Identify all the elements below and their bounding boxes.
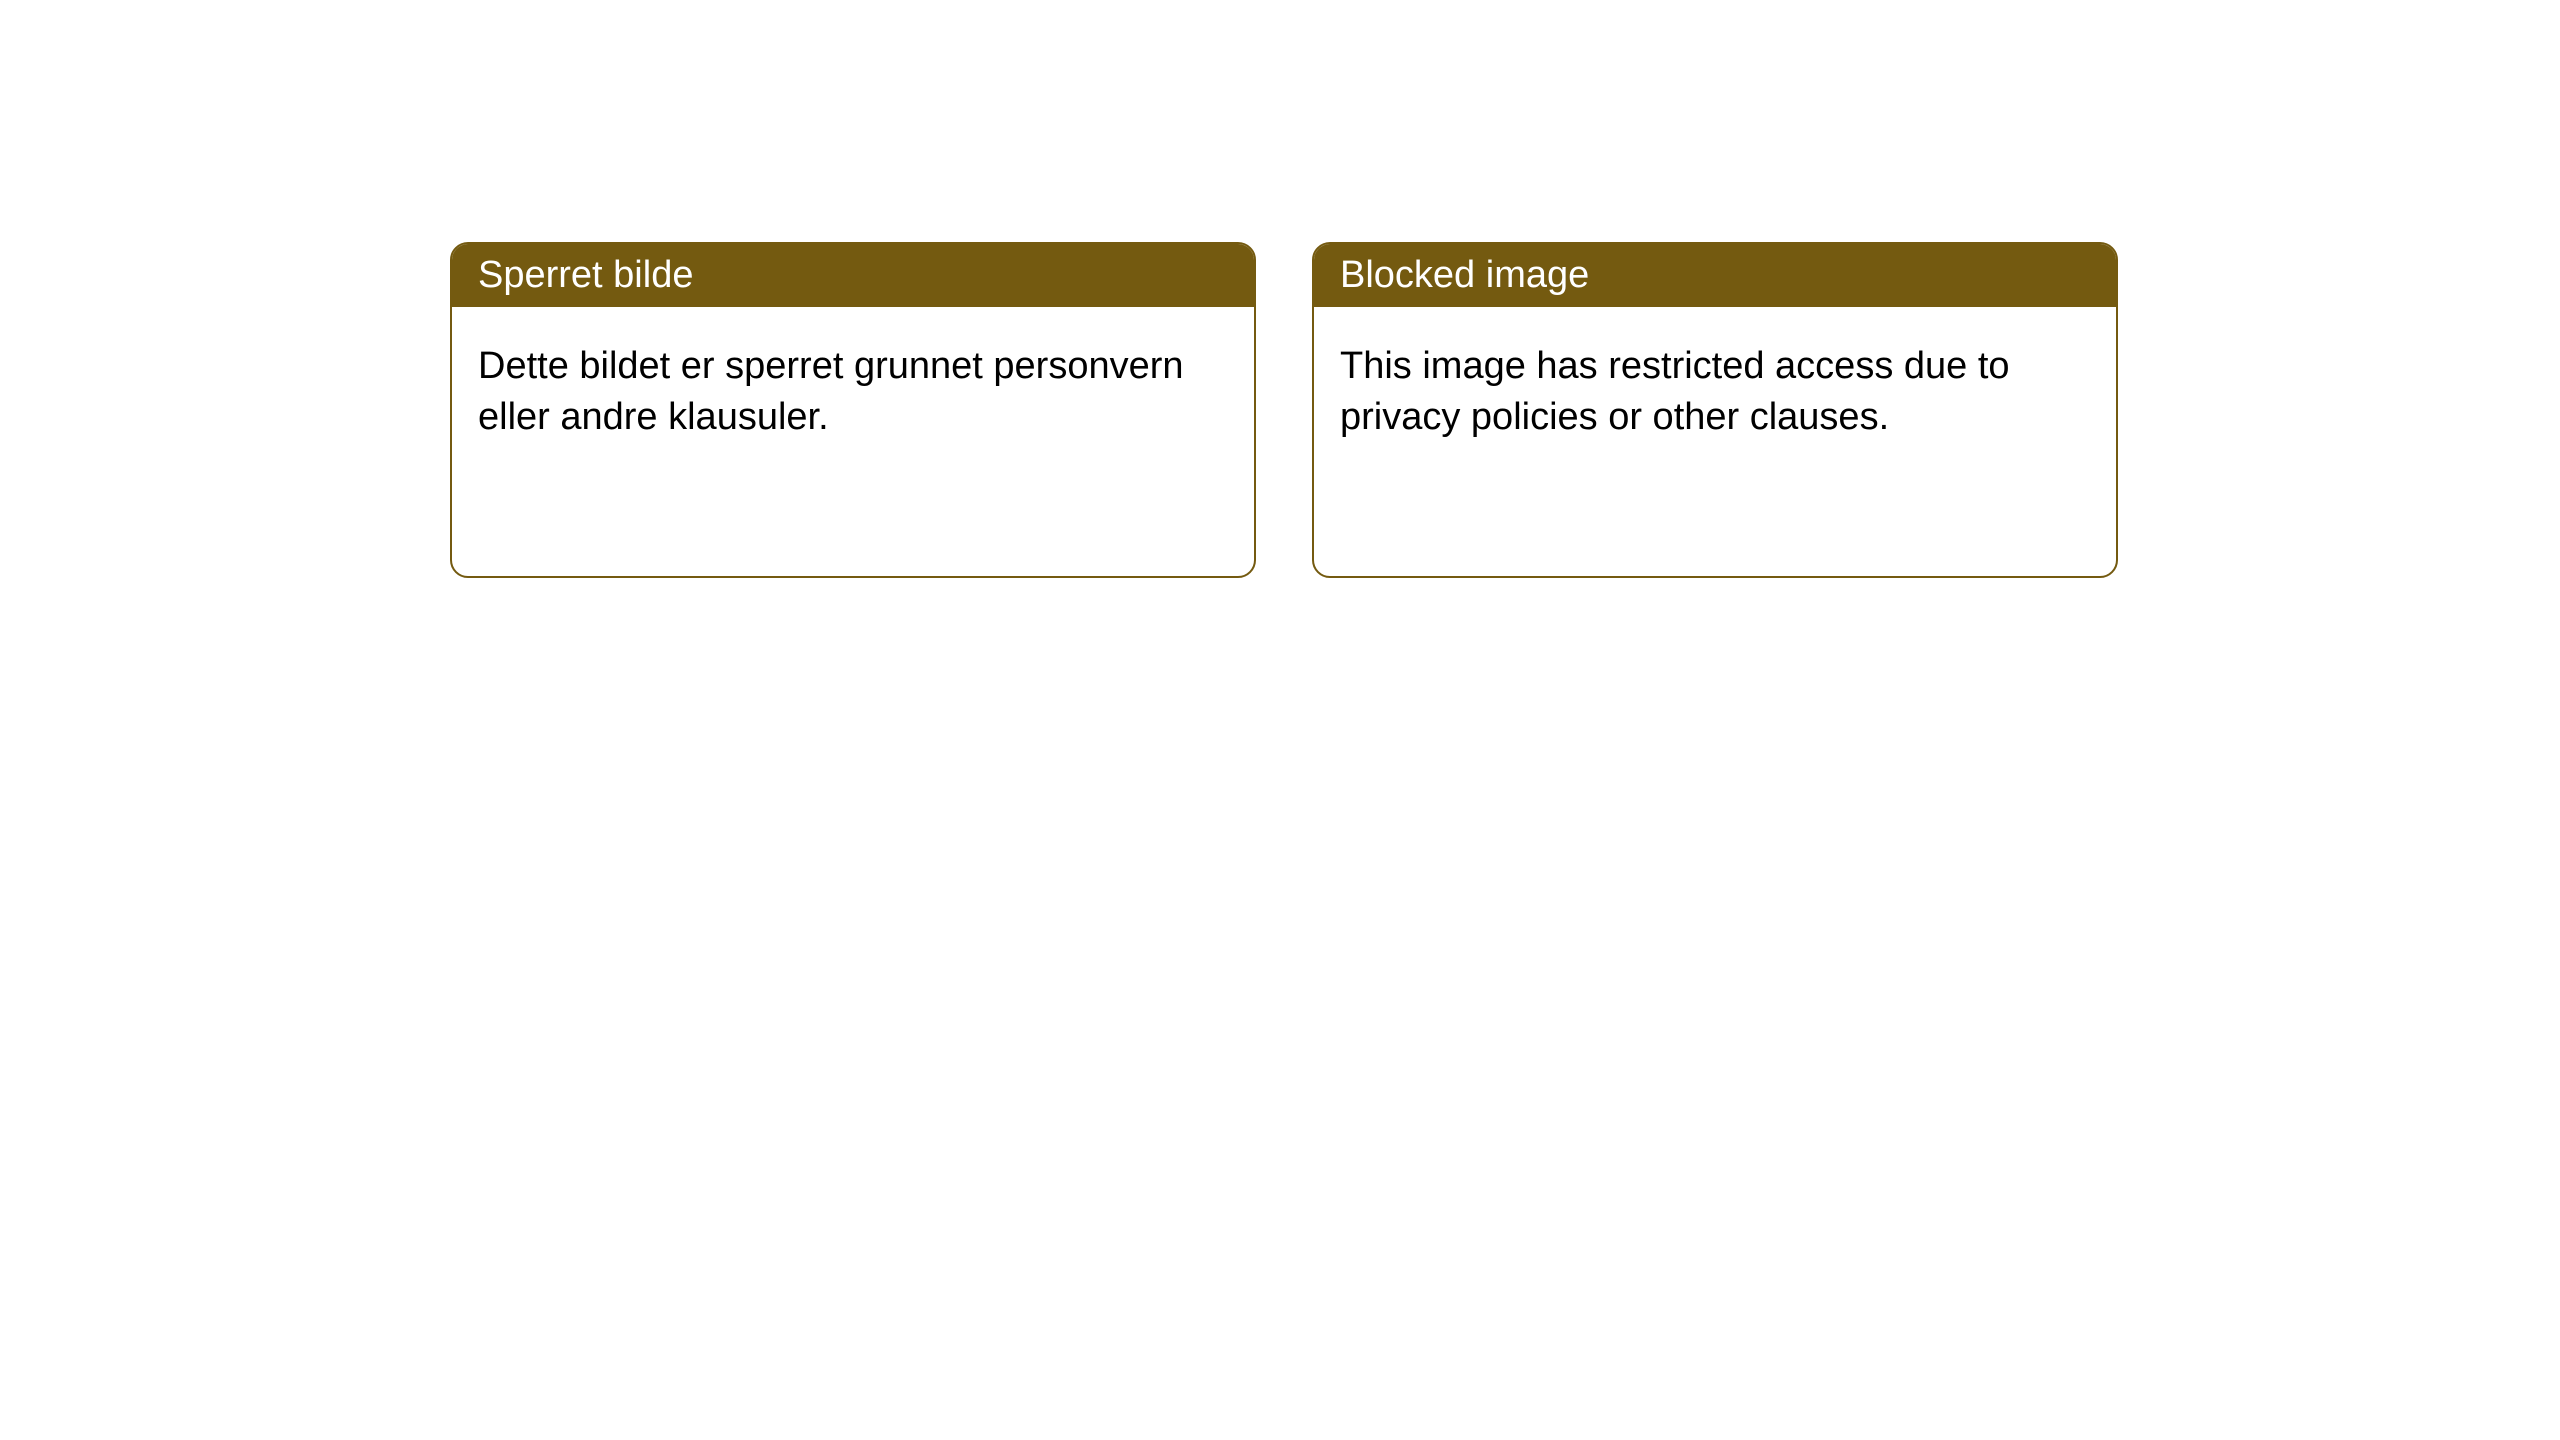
card-header: Sperret bilde bbox=[452, 244, 1254, 307]
blocked-image-card-en: Blocked image This image has restricted … bbox=[1312, 242, 2118, 578]
card-title: Blocked image bbox=[1340, 254, 1589, 296]
blocked-image-card-no: Sperret bilde Dette bildet er sperret gr… bbox=[450, 242, 1256, 578]
card-body-text: Dette bildet er sperret grunnet personve… bbox=[478, 345, 1184, 438]
card-body: This image has restricted access due to … bbox=[1314, 307, 2116, 478]
card-title: Sperret bilde bbox=[478, 254, 693, 296]
card-header: Blocked image bbox=[1314, 244, 2116, 307]
card-body-text: This image has restricted access due to … bbox=[1340, 345, 2010, 438]
cards-container: Sperret bilde Dette bildet er sperret gr… bbox=[0, 0, 2560, 578]
card-body: Dette bildet er sperret grunnet personve… bbox=[452, 307, 1254, 478]
